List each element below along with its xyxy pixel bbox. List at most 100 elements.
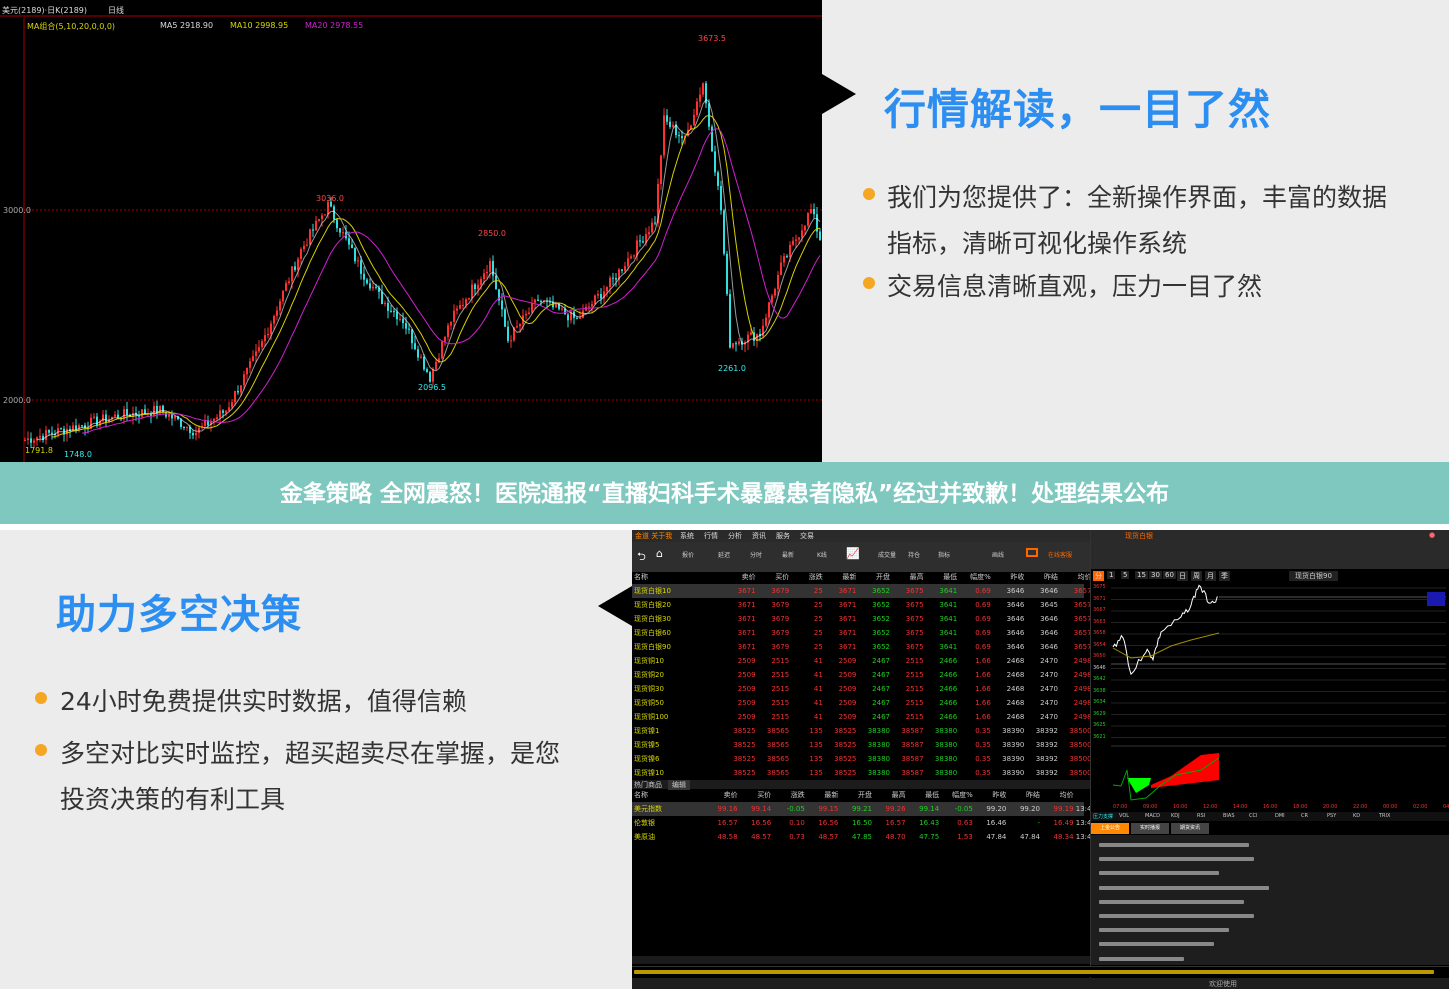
quote-row[interactable]: 美元指数 99.16 99.14 -0.05 99.15 99.21 99.26 99.14 -… xyxy=(632,802,1107,816)
quote-row[interactable]: 现货铜10 2509 2515 41 2509 2467 2515 2466 1.66 2468 2… xyxy=(632,654,1092,668)
quote-row[interactable]: 伦敦银 16.57 16.56 0.10 16.56 16.50 16.57 16.43 0.6… xyxy=(632,816,1107,830)
news-item[interactable] xyxy=(1099,843,1249,847)
toolbar-button[interactable]: 持仓 xyxy=(908,552,921,559)
toolbar-button[interactable]: 在线客服 xyxy=(1048,552,1073,559)
column-header[interactable]: 最低 xyxy=(943,573,958,581)
period-tab[interactable]: 月 xyxy=(1205,571,1216,581)
column-header[interactable]: 涨跌 xyxy=(808,573,823,581)
column-header[interactable]: 均价 xyxy=(1077,573,1092,581)
column-header[interactable]: 昨收 xyxy=(1010,573,1025,581)
indicator-tab[interactable]: CR xyxy=(1301,813,1308,819)
quote-row[interactable]: 现货铜50 2509 2515 41 2509 2467 2515 2466 1.66 2468 2… xyxy=(632,696,1092,710)
indicator-tab[interactable]: DMI xyxy=(1275,813,1285,819)
quote-row[interactable]: 现货白银30 3671 3679 25 3671 3652 3675 3641 0.69 3646… xyxy=(632,612,1092,626)
period-tab[interactable]: 30 xyxy=(1149,571,1162,579)
indicator-tab[interactable]: TRIX xyxy=(1379,813,1391,819)
column-header[interactable]: 幅度% xyxy=(970,573,991,581)
indicator-tab[interactable]: KDJ xyxy=(1171,813,1180,819)
quote-row[interactable]: 现货铜30 2509 2515 41 2509 2467 2515 2466 1.66 2468 2… xyxy=(632,682,1092,696)
chart-icon[interactable]: 📈 xyxy=(846,547,860,560)
chart-period[interactable]: 日线 xyxy=(108,6,124,15)
period-tab[interactable]: 周 xyxy=(1191,571,1202,581)
close-icon[interactable]: ● xyxy=(1429,531,1436,539)
period-tab[interactable]: 1 xyxy=(1107,571,1116,579)
home-icon[interactable]: ⌂ xyxy=(656,547,663,560)
news-tab[interactable]: 上金公告 xyxy=(1091,823,1129,834)
ma-label[interactable]: MA组合(5,10,20,0,0,0) xyxy=(27,22,116,31)
column-header[interactable]: 最高 xyxy=(909,573,924,581)
quote-row[interactable]: 现货铜20 2509 2515 41 2509 2467 2515 2466 1.66 2468 2… xyxy=(632,668,1092,682)
column-header[interactable]: 买价 xyxy=(775,573,790,581)
toolbar-button[interactable]: 延迟 xyxy=(718,552,731,559)
news-item[interactable] xyxy=(1099,914,1254,918)
headline-banner[interactable]: 金夆策略 全网震怒！医院通报“直播妇科手术暴露患者隐私”经过并致歉！处理结果公布 xyxy=(0,462,1449,524)
menu-item[interactable]: 系统 xyxy=(680,532,694,540)
column-header[interactable]: 最新 xyxy=(824,791,839,799)
hot-edit-tab[interactable]: 编辑 xyxy=(668,780,690,790)
period-tab[interactable]: 60 xyxy=(1163,571,1176,579)
toolbar-button[interactable]: 报价 xyxy=(682,552,695,559)
quote-row[interactable]: 现货白银60 3671 3679 25 3671 3652 3675 3641 0.69 3646… xyxy=(632,626,1092,640)
toolbar-button[interactable]: 画线 xyxy=(992,552,1005,559)
news-tab[interactable]: 期货资讯 xyxy=(1171,823,1209,834)
column-header[interactable]: 名称 xyxy=(634,573,648,581)
column-header[interactable]: 买价 xyxy=(757,791,772,799)
quote-row[interactable]: 现货镍10 38525 38565 135 38525 38380 38587 38380 0.… xyxy=(632,766,1092,780)
toolbar-button[interactable]: K线 xyxy=(817,552,827,559)
back-icon[interactable]: ⮌ xyxy=(637,550,646,563)
quote-row[interactable]: 现货镍6 38525 38565 135 38525 38380 38587 38380 0.3… xyxy=(632,752,1092,766)
indicator-tab[interactable]: BIAS xyxy=(1223,813,1235,819)
period-tab[interactable]: 分 xyxy=(1093,571,1104,581)
news-item[interactable] xyxy=(1099,871,1219,876)
toolbar-button[interactable]: 最新 xyxy=(782,552,795,559)
column-header[interactable]: 最低 xyxy=(925,791,940,799)
indicator-tab[interactable]: VOL xyxy=(1119,813,1130,819)
period-tab[interactable]: 5 xyxy=(1121,571,1130,579)
column-header[interactable]: 昨收 xyxy=(992,791,1007,799)
indicator-tab[interactable]: MACD xyxy=(1145,813,1160,819)
quote-row[interactable]: 现货白银10 3671 3679 25 3671 3652 3675 3641 0.69 3646… xyxy=(632,584,1092,598)
column-header[interactable]: 卖价 xyxy=(741,573,756,581)
news-item[interactable] xyxy=(1099,885,1269,890)
menu-item[interactable]: 行情 xyxy=(704,532,718,540)
intraday-chart[interactable] xyxy=(1091,580,1449,810)
column-header[interactable]: 开盘 xyxy=(876,573,890,581)
news-item[interactable] xyxy=(1099,899,1244,904)
news-ticker[interactable] xyxy=(632,966,1449,977)
menu-item[interactable]: 资讯 xyxy=(752,532,766,540)
quote-row[interactable]: 美原油 48.58 48.57 0.73 48.57 47.85 48.70 47.75 1.5… xyxy=(632,830,1107,844)
column-header[interactable]: 幅度% xyxy=(952,791,973,799)
news-item[interactable] xyxy=(1099,956,1184,961)
quote-row[interactable]: 现货铜100 2509 2515 41 2509 2467 2515 2466 1.66 2468… xyxy=(632,710,1092,724)
quote-row[interactable]: 现货镍5 38525 38565 135 38525 38380 38587 38380 0.3… xyxy=(632,738,1092,752)
quote-row[interactable]: 现货镍1 38525 38565 135 38525 38380 38587 38380 0.3… xyxy=(632,724,1092,738)
indicator-tab[interactable]: CCI xyxy=(1249,813,1258,819)
news-item[interactable] xyxy=(1099,857,1254,862)
indicator-tab[interactable]: PSY xyxy=(1327,813,1337,819)
quote-row[interactable]: 现货白银20 3671 3679 25 3671 3652 3675 3641 0.69 3646… xyxy=(632,598,1092,612)
column-header[interactable]: 开盘 xyxy=(858,791,872,799)
menu-item[interactable]: 分析 xyxy=(728,532,742,540)
toolbar-button[interactable]: 成交量 xyxy=(878,552,897,559)
news-item[interactable] xyxy=(1099,928,1229,933)
column-header[interactable]: 昨结 xyxy=(1044,573,1058,581)
indicator-tab[interactable]: RSI xyxy=(1197,813,1206,819)
indicator-tab[interactable]: 压力支撑 xyxy=(1093,814,1114,820)
period-tab[interactable]: 15 xyxy=(1135,571,1148,579)
kline-chart[interactable]: 美元(2189)·日K(2189) 日线 MA组合(5,10,20,0,0,0)… xyxy=(0,0,822,462)
quote-row[interactable]: 现货白银90 3671 3679 25 3671 3652 3675 3641 0.69 3646… xyxy=(632,640,1092,654)
period-tab[interactable]: 季 xyxy=(1219,571,1230,581)
monitor-icon[interactable] xyxy=(1026,548,1038,557)
column-header[interactable]: 涨跌 xyxy=(790,791,805,799)
menu-item[interactable]: 交易 xyxy=(800,532,814,540)
column-header[interactable]: 最高 xyxy=(891,791,906,799)
column-header[interactable]: 均价 xyxy=(1059,791,1074,799)
column-header[interactable]: 卖价 xyxy=(723,791,738,799)
toolbar-button[interactable]: 分时 xyxy=(750,552,763,559)
toolbar-button[interactable]: 指标 xyxy=(938,552,951,559)
indicator-tab[interactable]: KD xyxy=(1353,813,1361,819)
column-header[interactable]: 名称 xyxy=(634,791,648,799)
menu-item[interactable]: 服务 xyxy=(776,532,790,540)
news-item[interactable] xyxy=(1099,942,1214,947)
column-header[interactable]: 最新 xyxy=(842,573,857,581)
